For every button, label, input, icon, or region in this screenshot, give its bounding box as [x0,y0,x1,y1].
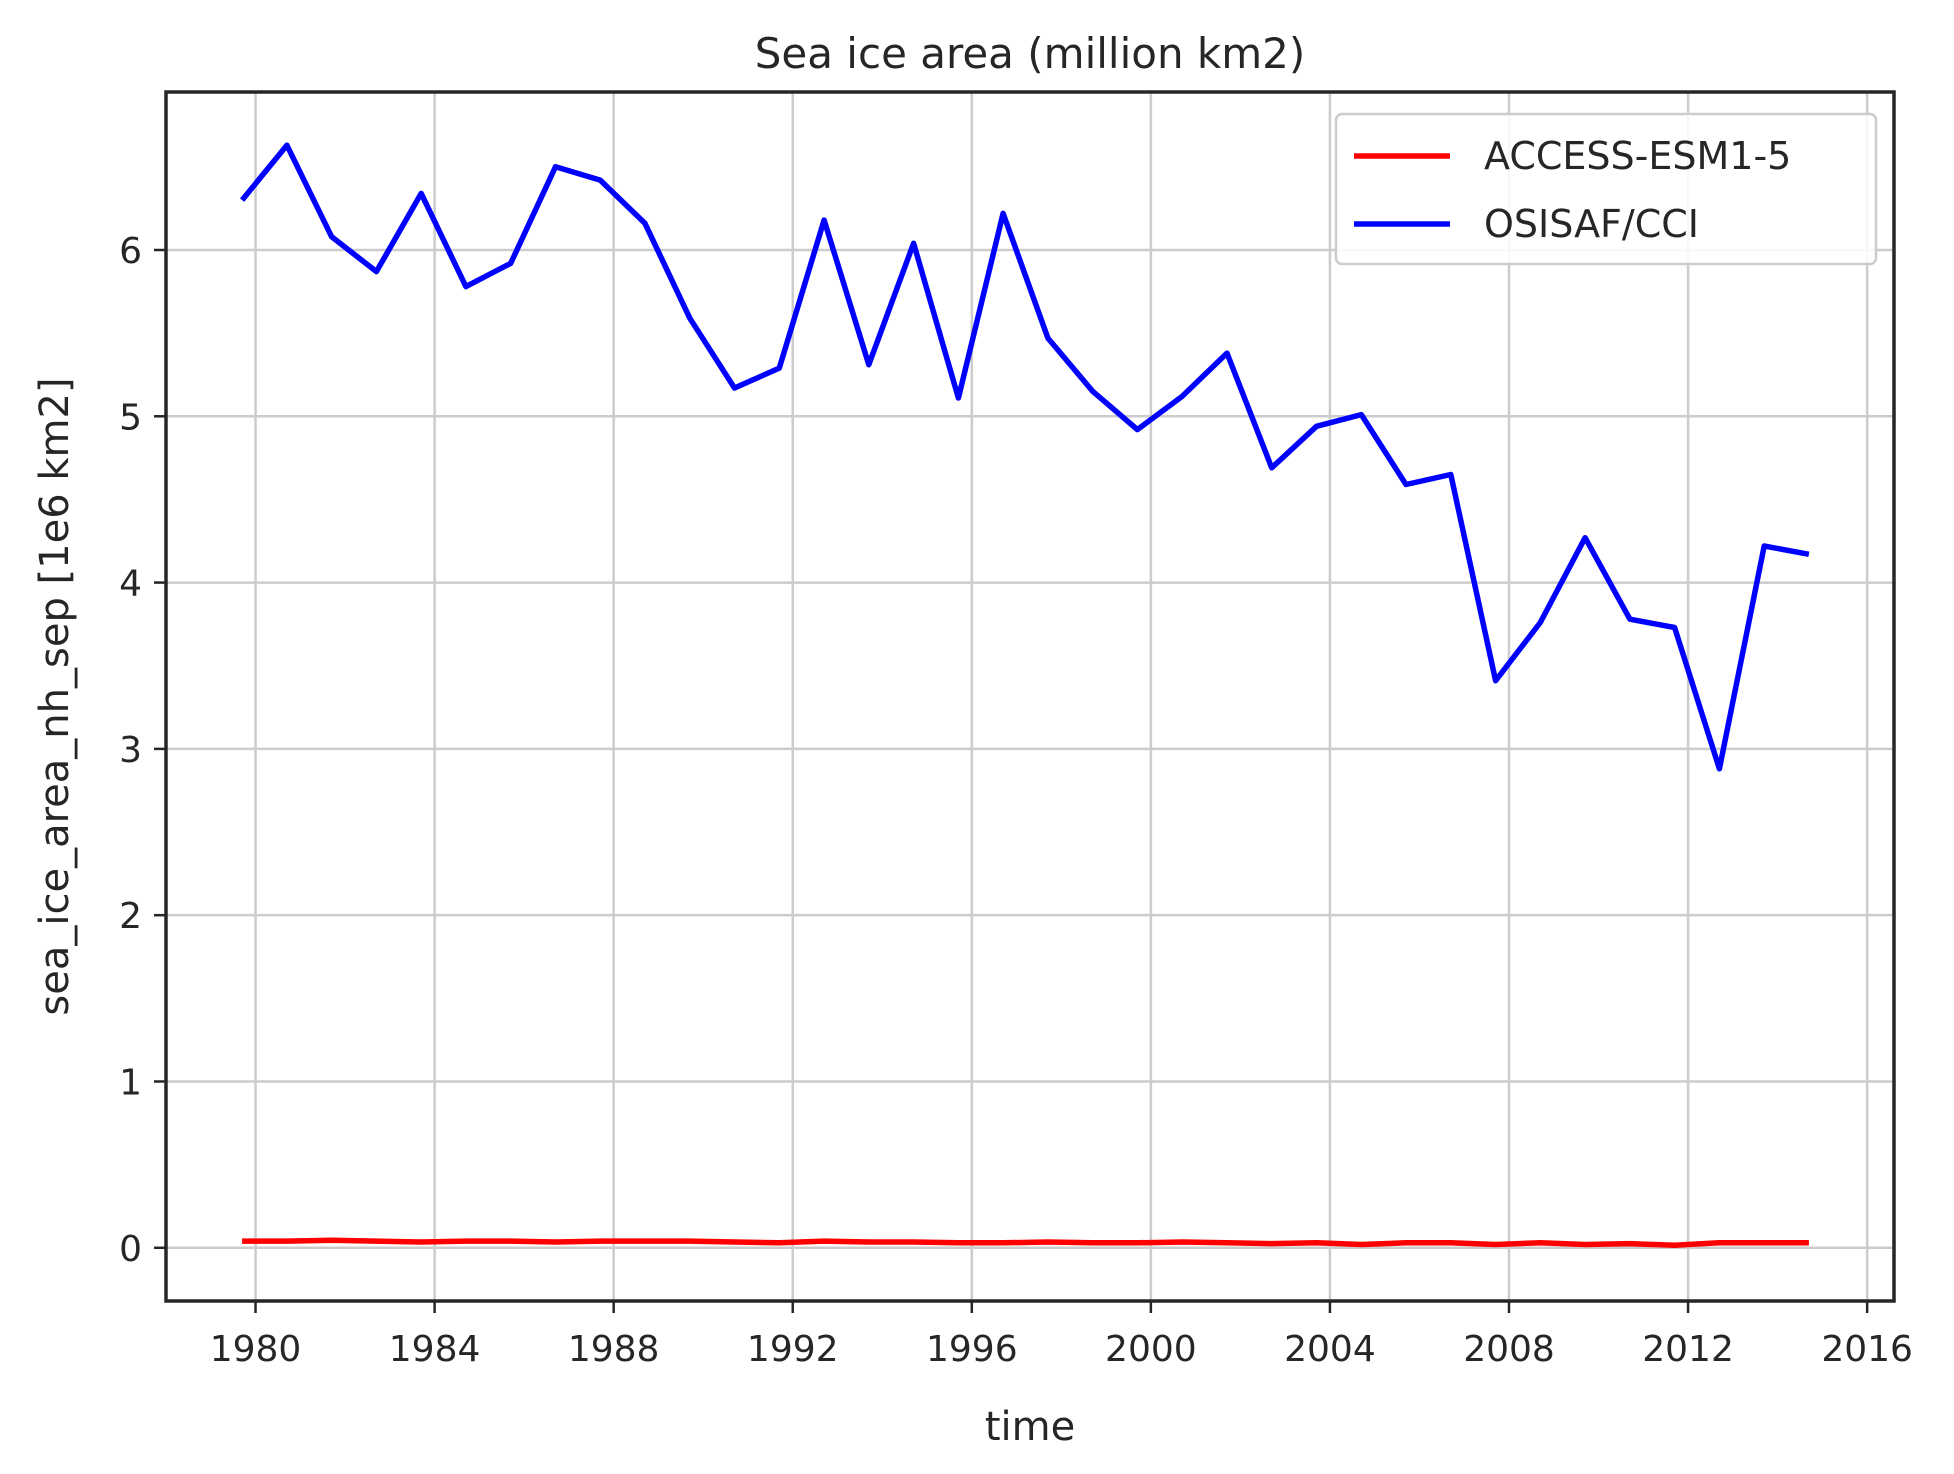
plot-frame [164,90,1896,1303]
series-line-access-esm1-5 [242,1237,1809,1249]
series-layer [239,142,1810,1249]
legend-box [1334,112,1878,266]
x-tick-label: 2004 [1284,1329,1376,1370]
x-tick-label: 1988 [568,1329,660,1370]
x-axis-label: time [985,1404,1075,1450]
y-tick-label: 3 [119,730,142,771]
y-tick-label: 2 [119,896,142,937]
chart-title: Sea ice area (million km2) [755,29,1306,78]
y-tick-label: 1 [119,1062,142,1103]
legend-label: OSISAF/CCI [1484,202,1699,246]
y-axis-label: sea_ice_area_nh_sep [1e6 km2] [32,377,78,1015]
x-tick-label: 2008 [1463,1329,1555,1370]
legend-label: ACCESS-ESM1-5 [1484,134,1791,178]
x-tick-label: 2016 [1821,1329,1913,1370]
grid [166,92,1894,1301]
axis-ticks: 1980 1984 1988 1992 1996 2000 2004 2008 2012 2016… [119,231,1913,1370]
x-tick-label: 2012 [1642,1329,1734,1370]
legend: ACCESS-ESM1-5 OSISAF/CCI [1334,112,1878,266]
y-tick-label: 6 [119,231,142,272]
y-tick-label: 0 [119,1229,142,1270]
x-tick-label: 2000 [1105,1329,1197,1370]
x-tick-label: 1984 [389,1329,481,1370]
y-tick-label: 4 [119,564,142,605]
x-tick-label: 1992 [747,1329,839,1370]
x-tick-label: 1996 [926,1329,1018,1370]
series-line-osisaf-cci [239,142,1810,772]
y-tick-label: 5 [119,397,142,438]
x-tick-label: 1980 [210,1329,302,1370]
